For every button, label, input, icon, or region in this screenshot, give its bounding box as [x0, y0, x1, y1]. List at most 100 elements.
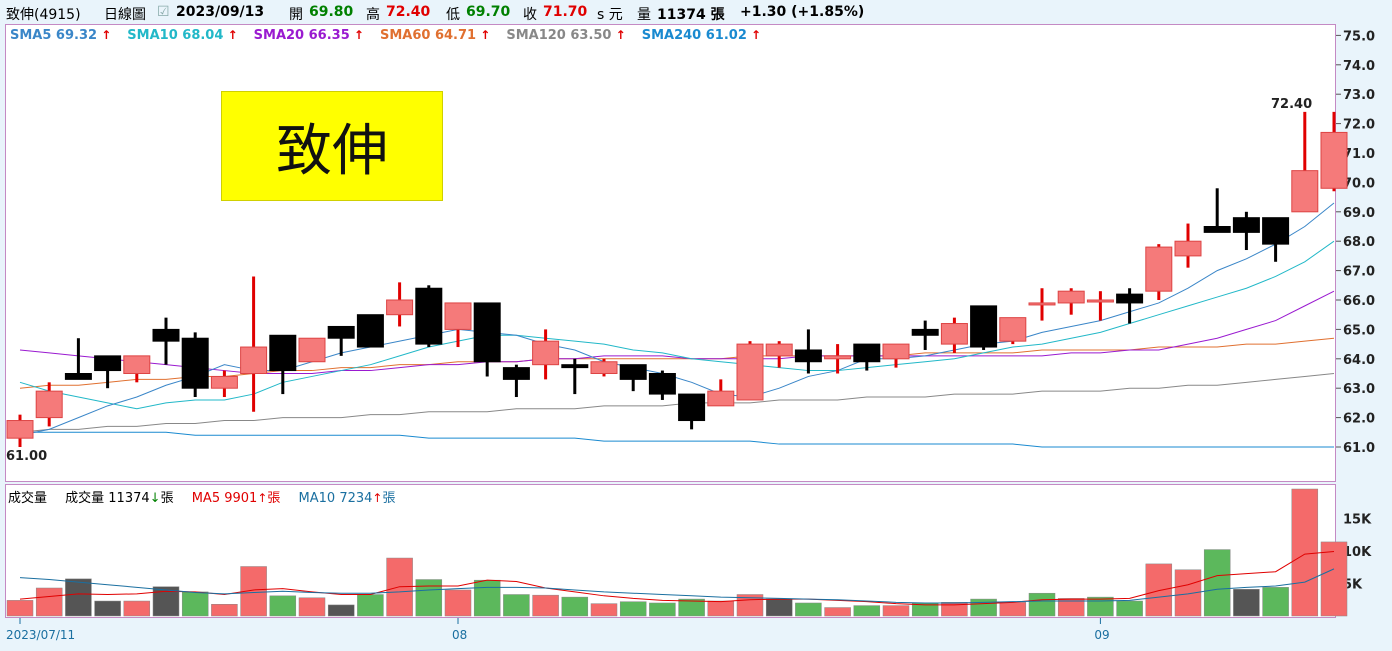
- sma120-line: [19, 373, 1335, 433]
- y-tick-label: 69.0: [1343, 206, 1375, 221]
- candle-body: [1145, 246, 1173, 292]
- y-tick-label: 68.0: [1343, 235, 1375, 250]
- volume-current: 成交量 11374: [65, 491, 150, 506]
- volume-bar: [795, 602, 822, 617]
- volume-bar: [532, 594, 559, 617]
- checkbox-icon[interactable]: ☑: [157, 4, 170, 20]
- period-label[interactable]: 日線圖: [104, 7, 146, 23]
- candle-body: [356, 314, 384, 348]
- candle-body: [970, 305, 998, 348]
- y-tick-label: 71.0: [1343, 147, 1375, 162]
- candle-body: [64, 373, 92, 380]
- volume-ma5-unit: 張: [267, 491, 281, 506]
- candle-body: [240, 346, 268, 375]
- close-value: 71.70: [543, 4, 588, 20]
- y-tick-label: 64.0: [1343, 353, 1375, 368]
- candle-body: [386, 299, 414, 316]
- date-label: 08: [452, 628, 467, 642]
- volume-bar: [415, 579, 443, 617]
- volume-bar: [181, 591, 209, 617]
- y-tick-label: 72.0: [1343, 118, 1375, 133]
- y-tick-label: 66.0: [1343, 294, 1375, 309]
- candle-body: [152, 328, 180, 342]
- sma-legend-item: SMA20 66.35 ↑: [254, 28, 364, 43]
- candle-body: [1203, 226, 1231, 233]
- vol-ma10-line: [19, 568, 1335, 604]
- volume-ma10-unit: 張: [382, 491, 396, 506]
- volume-panel[interactable]: 成交量 成交量 11374↓張 MA5 9901↑張 MA10 7234↑張: [5, 484, 1336, 618]
- volume-bar: [1087, 596, 1114, 617]
- arrow-up-icon: ↑: [223, 28, 238, 42]
- candle-body: [415, 287, 443, 345]
- volume-bar: [882, 605, 910, 617]
- volume-legend: 成交量 成交量 11374↓張 MA5 9901↑張 MA10 7234↑張: [8, 487, 410, 506]
- date-label: 2023/07/11: [6, 628, 75, 642]
- candle-body: [181, 337, 209, 389]
- volume-bar: [649, 602, 676, 617]
- candle-body: [882, 343, 910, 360]
- change-value: +1.30 (+1.85%): [740, 4, 865, 20]
- volume-bar: [269, 595, 297, 617]
- volume-bar: [1262, 587, 1289, 617]
- volume-bar: [678, 598, 705, 617]
- y-tick-label: 70.0: [1343, 176, 1375, 191]
- volume-bar: [473, 579, 501, 617]
- vol-tick-label: 5K: [1343, 577, 1363, 592]
- volume-bar: [999, 602, 1027, 617]
- open-label: 開: [289, 7, 303, 23]
- candle-body: [298, 337, 326, 363]
- sma5-line: [19, 202, 1335, 436]
- volume-bar: [1320, 541, 1348, 617]
- volume-bar: [298, 597, 326, 617]
- candle-body: [123, 355, 151, 374]
- y-tick-label: 65.0: [1343, 323, 1375, 338]
- sma-legend-item: SMA10 68.04 ↑: [127, 28, 237, 43]
- candle-body: [1028, 302, 1056, 306]
- bottom-toolbar: [0, 618, 1392, 651]
- candle-body: [736, 343, 764, 401]
- stock-code[interactable]: 致伸(4915): [6, 7, 81, 23]
- sma-legend-item: SMA5 69.32 ↑: [10, 28, 111, 43]
- candle-body: [444, 302, 472, 330]
- arrow-up-icon: ↑: [611, 28, 626, 42]
- sma20-line: [19, 290, 1335, 374]
- volume-bar: [853, 605, 881, 617]
- candle-body: [765, 343, 793, 357]
- volume-bar: [1145, 563, 1173, 617]
- volume-bar: [1233, 589, 1260, 617]
- candle-body: [473, 302, 501, 363]
- sma-legend-label: SMA5 69.32: [10, 28, 98, 43]
- arrow-up-icon: ↑: [746, 28, 762, 42]
- candle-body: [210, 375, 238, 389]
- volume-bar: [941, 602, 968, 617]
- candle-body: [648, 373, 676, 395]
- volume-title: 成交量: [8, 491, 48, 506]
- candle-body: [619, 364, 647, 380]
- sma-legend-item: SMA240 61.02 ↑: [642, 28, 761, 43]
- candle-body: [1291, 170, 1319, 213]
- volume-bar: [503, 594, 530, 617]
- candle-body: [1174, 240, 1202, 257]
- candle-body: [911, 328, 939, 336]
- low-annotation: 61.00: [6, 449, 47, 464]
- y-tick-label: 67.0: [1343, 265, 1375, 280]
- volume-label: 量: [637, 7, 651, 23]
- candle-body: [327, 325, 355, 339]
- quote-date: 2023/09/13: [176, 4, 265, 20]
- volume-bar: [35, 587, 63, 617]
- sma-legend-item: SMA60 64.71 ↑: [380, 28, 490, 43]
- arrow-up-icon: ↑: [476, 28, 491, 42]
- vol-ma5-line: [19, 551, 1335, 606]
- arrow-up-icon: ↑: [257, 491, 268, 505]
- volume-unit: 張: [160, 491, 174, 506]
- volume-ma5: MA5 9901: [191, 491, 258, 506]
- sma-legend-label: SMA60 64.71: [379, 28, 477, 43]
- unit-label: s 元: [597, 7, 623, 23]
- sma-legend: SMA5 69.32 ↑ SMA10 68.04 ↑ SMA20 66.35 ↑ SM…: [10, 28, 777, 43]
- y-tick-label: 62.0: [1343, 412, 1375, 427]
- candle-body: [269, 334, 297, 372]
- low-value: 69.70: [466, 4, 511, 20]
- low-label: 低: [446, 7, 460, 23]
- candle-body: [1262, 217, 1290, 245]
